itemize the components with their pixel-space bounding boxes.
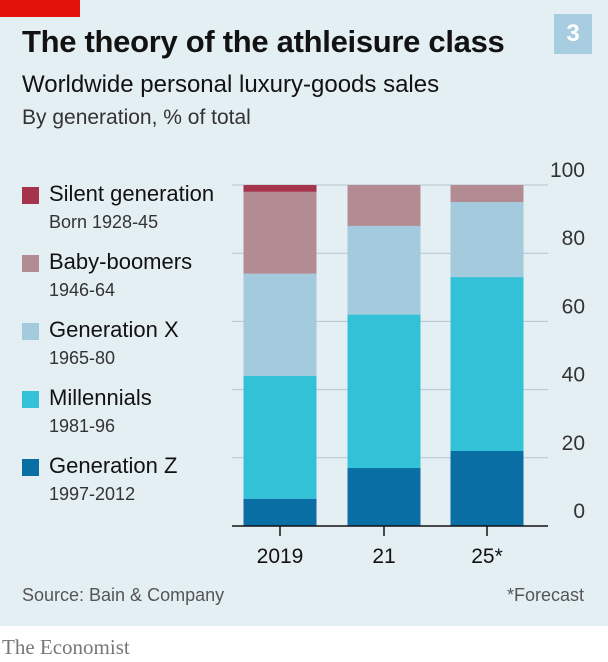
y-tick-label: 100 [550, 159, 585, 182]
legend-label: Baby-boomers [49, 249, 193, 274]
legend-years: 1981-96 [49, 416, 116, 436]
chart-units: By generation, % of total [22, 106, 251, 129]
chart-subtitle: Worldwide personal luxury-goods sales [22, 71, 440, 98]
legend-item-millennials: Millennials 1981-96 [22, 385, 242, 453]
x-tick-label: 2019 [257, 545, 304, 568]
forecast-note: *Forecast [506, 585, 584, 605]
legend-years: 1946-64 [49, 280, 116, 300]
legend-swatch [22, 323, 39, 340]
legend-years: Born 1928-45 [49, 212, 159, 232]
bar-segment [243, 498, 317, 526]
bar-segment [347, 185, 421, 226]
legend-years: 1997-2012 [49, 484, 136, 504]
bar-segment [347, 225, 421, 315]
source-note: Source: Bain & Company [22, 585, 225, 605]
bar-segment [347, 314, 421, 469]
legend-swatch [22, 255, 39, 272]
legend-swatch [22, 459, 39, 476]
bar-segment [450, 277, 524, 451]
legend-label: Generation Z [49, 453, 178, 478]
bar-segment [450, 202, 524, 278]
legend-item-genx: Generation X 1965-80 [22, 317, 242, 385]
legend-swatch [22, 187, 39, 204]
stacked-bar-chart: 0 20 40 60 80 100 2019 21 25* [232, 159, 585, 568]
bar-segment [450, 450, 524, 526]
chart-title: The theory of the athleisure class [22, 24, 505, 59]
bar-segment [450, 185, 524, 203]
legend-swatch [22, 391, 39, 408]
legend-years: 1965-80 [49, 348, 116, 368]
chart-number-badge: 3 [554, 14, 592, 54]
bar-segment [243, 191, 317, 274]
economist-logo: The Economist [2, 635, 130, 659]
bar-segment [347, 468, 421, 526]
legend-item-silent: Silent generation Born 1928-45 [22, 181, 242, 249]
y-tick-label: 40 [562, 364, 585, 387]
bar-segment [243, 273, 317, 376]
legend-item-genz: Generation Z 1997-2012 [22, 453, 242, 521]
red-tag [0, 0, 80, 17]
legend-label: Millennials [49, 385, 152, 410]
x-tick-label: 21 [372, 545, 395, 568]
y-tick-label: 20 [562, 432, 585, 455]
legend-label: Generation X [49, 317, 179, 342]
legend-item-boomers: Baby-boomers 1946-64 [22, 249, 242, 317]
bar-segment [243, 375, 317, 499]
legend-label: Silent generation [49, 181, 215, 206]
y-tick-label: 80 [562, 227, 585, 250]
y-tick-label: 60 [562, 295, 585, 318]
y-tick-label: 0 [573, 500, 585, 523]
x-tick-label: 25* [471, 545, 503, 568]
legend: Silent generation Born 1928-45 Baby-boom… [22, 181, 242, 521]
bar-segment [243, 185, 317, 192]
